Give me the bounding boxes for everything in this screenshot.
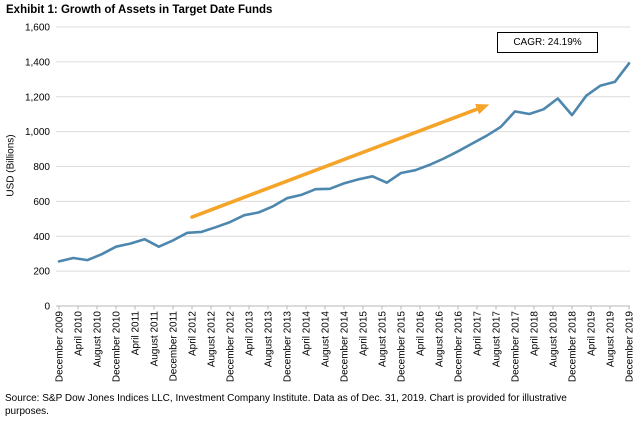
x-tick-label: April 2012 xyxy=(188,311,199,356)
y-tick-label: 1,400 xyxy=(25,57,50,68)
cagr-annotation-box: CAGR: 24.19% xyxy=(497,32,598,53)
y-tick-label: 1,600 xyxy=(25,23,50,34)
x-tick-label: April 2011 xyxy=(131,311,142,356)
x-tick-label: April 2015 xyxy=(359,311,370,356)
x-tick-label: August 2014 xyxy=(321,311,332,368)
chart-title: Exhibit 1: Growth of Assets in Target Da… xyxy=(6,4,273,16)
x-tick-label: December 2019 xyxy=(625,311,636,383)
x-tick-label: December 2011 xyxy=(169,311,180,382)
x-tick-label: August 2010 xyxy=(93,311,104,368)
cagr-trend-arrow xyxy=(190,104,490,219)
x-tick-label: December 2014 xyxy=(340,311,351,383)
x-tick-label: December 2018 xyxy=(568,311,579,383)
x-tick-label: August 2011 xyxy=(150,311,161,367)
x-tick-label: August 2013 xyxy=(264,311,275,368)
x-tick-label: April 2016 xyxy=(416,311,427,356)
y-tick-label: 0 xyxy=(44,302,50,313)
x-tick-label: December 2013 xyxy=(283,311,294,383)
x-tick-label: April 2014 xyxy=(302,311,313,356)
y-tick-label: 1,000 xyxy=(25,127,50,138)
y-tick-label: 1,200 xyxy=(25,92,50,103)
x-tick-label: August 2019 xyxy=(606,311,617,368)
x-tick-label: August 2012 xyxy=(207,311,218,368)
x-tick-label: April 2013 xyxy=(245,311,256,356)
x-tick-label: December 2015 xyxy=(397,311,408,383)
x-tick-label: December 2009 xyxy=(55,311,66,383)
x-tick-label: April 2010 xyxy=(74,311,85,356)
x-tick-label: December 2012 xyxy=(226,311,237,383)
cagr-annotation-label: CAGR: 24.19% xyxy=(513,37,582,48)
x-tick-label: August 2015 xyxy=(378,311,389,368)
asset-growth-line xyxy=(57,62,631,263)
x-tick-label: April 2017 xyxy=(473,311,484,356)
x-tick-label: August 2017 xyxy=(492,311,503,368)
y-axis-title: USD (Billions) xyxy=(5,134,17,197)
x-tick-label: April 2018 xyxy=(530,311,541,356)
y-tick-label: 800 xyxy=(33,162,50,173)
x-tick-label: August 2016 xyxy=(435,311,446,368)
source-note: Source: S&P Dow Jones Indices LLC, Inves… xyxy=(5,393,567,417)
y-tick-label: 200 xyxy=(33,267,50,278)
y-tick-label: 400 xyxy=(33,232,50,243)
x-tick-label: August 2018 xyxy=(549,311,560,368)
x-tick-label: December 2016 xyxy=(454,311,465,383)
x-tick-label: December 2017 xyxy=(511,311,522,383)
x-tick-label: April 2019 xyxy=(587,311,598,356)
y-tick-label: 600 xyxy=(33,197,50,208)
x-tick-label: December 2010 xyxy=(112,311,123,383)
